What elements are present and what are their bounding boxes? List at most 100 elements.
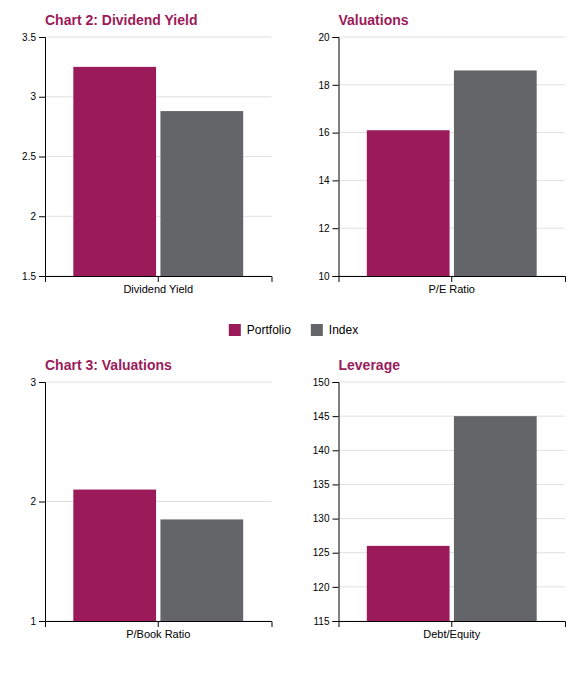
axis-line [39,383,46,622]
tick-mark [39,502,45,503]
bar [367,546,450,621]
tick-label: 1.5 [22,271,36,282]
tick-label: P/E Ratio [429,283,475,295]
bar [367,130,450,276]
y-axis: 1 2 3 [30,377,45,627]
y-tick: 140 [313,445,339,456]
tick-label: 125 [313,547,330,558]
y-tick: 130 [313,513,339,524]
tick-mark [333,519,339,520]
y-tick: 1 [30,616,45,627]
tick-mark [333,587,339,588]
chart-title: Valuations [339,12,409,28]
tick-mark [333,180,339,181]
tick-label: Debt/Equity [423,628,480,640]
tick-label: 1 [30,616,36,627]
tick-label: 18 [318,80,330,91]
tick-mark [333,484,339,485]
figure: Chart 2: Dividend Yield1.522.533.5Divide… [0,0,587,675]
tick-label: 16 [318,127,330,138]
tick-mark [451,276,452,282]
y-tick: 135 [313,479,339,490]
tick-label: 115 [314,616,330,627]
legend-label: Index [329,323,358,337]
axis-line [46,622,273,628]
tick-label: P/Book Ratio [126,628,190,640]
bar [73,67,156,276]
bars [73,67,243,276]
grid-line [45,382,272,383]
bar [454,70,537,276]
x-axis: P/Book Ratio [46,621,273,640]
tick-mark [333,553,339,554]
y-axis: 101214161820 [318,32,339,282]
tick-mark [39,157,45,158]
x-tick: Debt/Equity [423,621,480,640]
y-tick: 145 [313,411,339,422]
x-axis: Dividend Yield [46,276,273,295]
y-tick: 3.5 [22,32,45,43]
axis-line [46,277,273,283]
chart-panel: Leverage115120125130135140145150Debt/Equ… [313,357,566,675]
tick-mark [39,621,45,622]
y-tick: 10 [318,271,338,282]
y-tick: 3 [30,377,45,388]
axis-line [39,38,46,277]
tick-mark [333,382,339,383]
tick-label: 120 [313,582,330,593]
tick-label: 2.5 [22,151,36,162]
tick-label: 14 [318,175,330,186]
tick-label: 3 [30,377,36,388]
tick-label: 140 [313,445,330,456]
y-tick: 16 [318,127,338,138]
tick-label: 130 [313,513,330,524]
y-tick: 150 [313,377,339,388]
chart-panel: Chart 2: Dividend Yield1.522.533.5Divide… [22,12,272,455]
x-axis: Debt/Equity [339,621,566,640]
legend: Portfolio Index [229,323,358,337]
axis-line [333,383,340,622]
y-tick: 115 [314,616,339,627]
tick-label: 20 [318,32,330,43]
y-tick: 1.5 [22,271,45,282]
tick-mark [39,216,45,217]
chart-title: Chart 3: Valuations [45,357,172,373]
tick-mark [333,416,339,417]
tick-label: 3 [30,91,36,102]
tick-label: 2 [30,211,36,222]
y-tick: 18 [318,80,338,91]
grid-line [339,382,566,383]
tick-label: 150 [313,377,330,388]
bar [73,490,156,621]
tick-mark [333,450,339,451]
y-tick: 14 [318,175,338,186]
tick-mark [158,621,159,627]
y-axis: 1.5 2 2.5 3 3.5 [22,32,45,282]
bar [160,519,243,621]
tick-mark [39,276,45,277]
y-tick: 120 [313,582,339,593]
axis-line [339,277,566,283]
grid-line [339,37,566,38]
legend-item: Portfolio [229,323,291,337]
tick-label: 135 [313,479,330,490]
x-tick: P/E Ratio [429,276,475,295]
tick-mark [333,85,339,86]
tick-mark [333,37,339,38]
y-tick: 125 [313,547,339,558]
chart-panel: Chart 3: Valuations 1 2 3 P/Book Ratio [30,357,272,675]
axis-line [333,38,340,277]
bars [367,416,537,621]
tick-label: 145 [313,411,330,422]
y-tick: 2 [30,496,45,507]
tick-mark [333,228,339,229]
tick-label: 2 [30,496,36,507]
bar [160,111,243,276]
legend-label: Portfolio [247,323,291,337]
legend-swatch [229,324,241,336]
grid-line [45,37,272,38]
tick-label: 10 [318,271,330,282]
tick-mark [39,97,45,98]
y-tick: 3 [30,91,45,102]
bars [367,70,537,276]
